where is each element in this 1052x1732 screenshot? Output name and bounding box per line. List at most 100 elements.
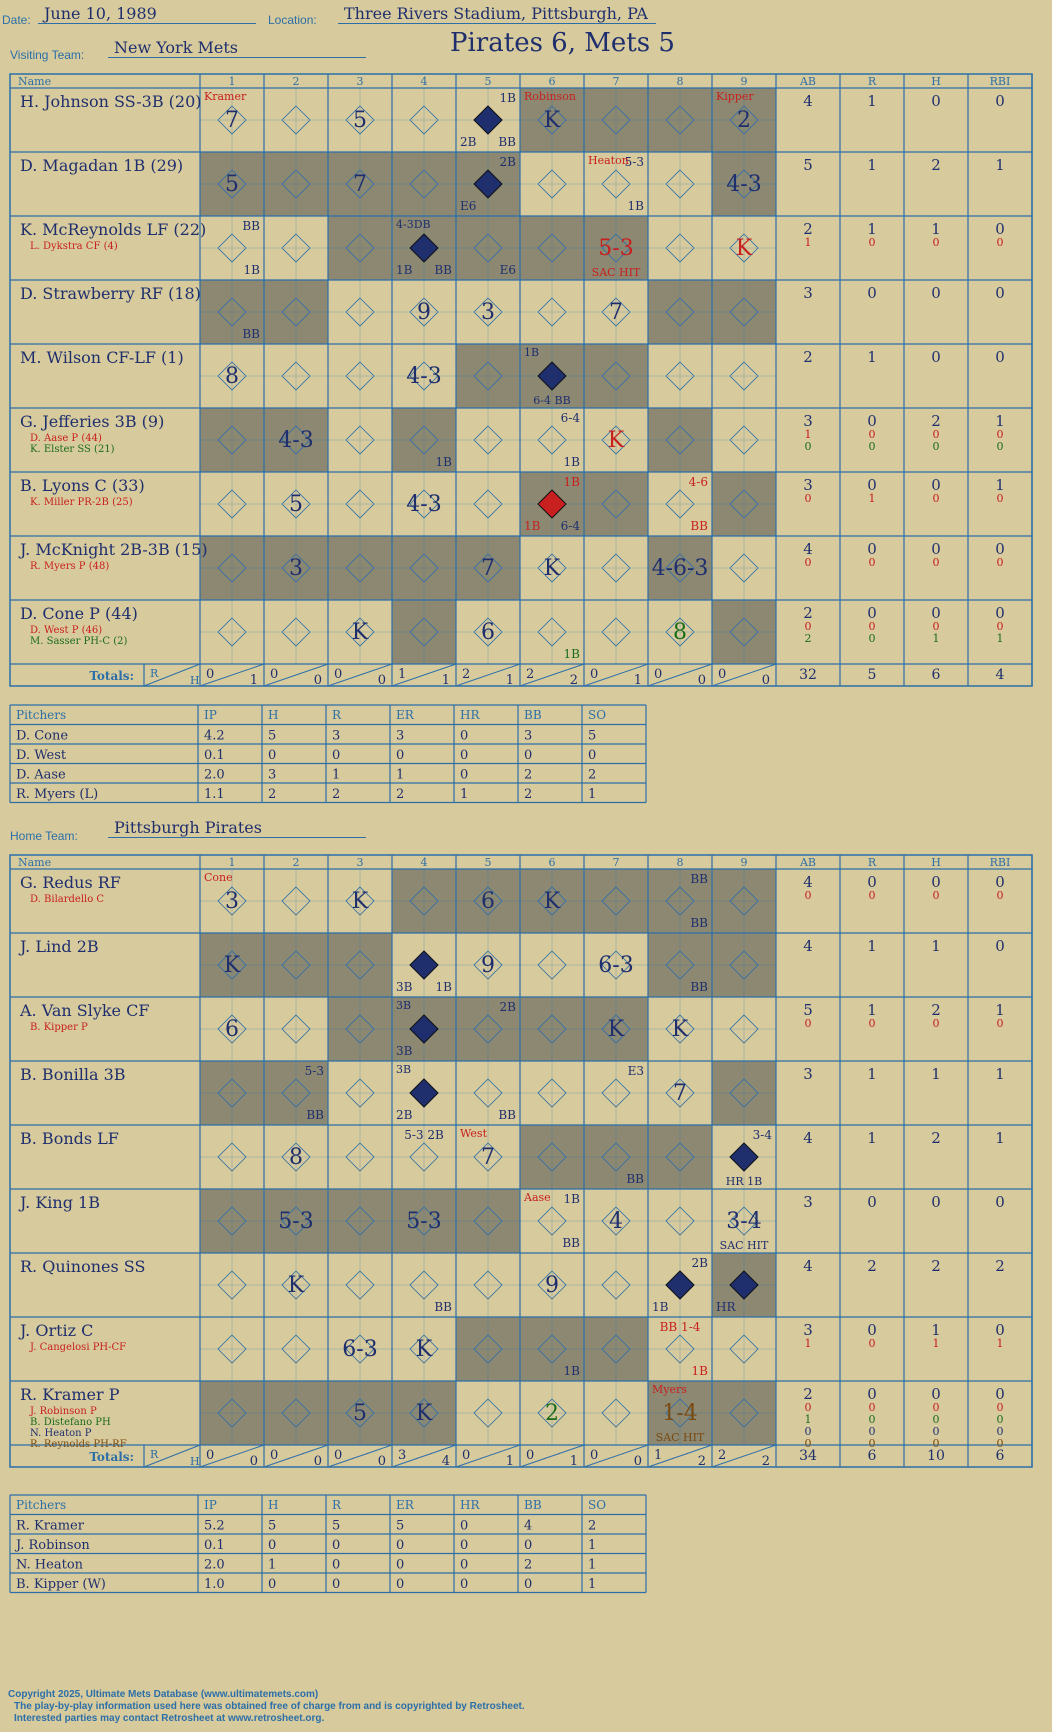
visitor-play-notation: K xyxy=(352,620,369,645)
home-play-notation: 3B xyxy=(396,1044,413,1058)
visitor-stat-total: 5 xyxy=(868,667,877,683)
visitor-play-notation: 7 xyxy=(609,300,623,325)
home-player-name: J. Lind 2B xyxy=(18,937,99,956)
home-totals-slash xyxy=(327,1444,393,1468)
home-pitching-cell: 5 xyxy=(268,1519,276,1534)
visitor-totals-slash xyxy=(327,663,393,687)
home-play-notation: BB xyxy=(434,1300,452,1314)
visitor-pitching-cell: 0 xyxy=(396,748,404,763)
visitor-player-stat: 0 xyxy=(995,348,1005,366)
visitor-pitching-header: BB xyxy=(524,708,542,722)
home-player-stat: 2 xyxy=(931,1129,941,1147)
home-inning-runs: 0 xyxy=(270,1448,278,1463)
home-player-name: R. Quinones SS xyxy=(20,1257,145,1276)
visitor-inning-runs: 0 xyxy=(718,667,726,682)
home-pitching-cell: 0 xyxy=(524,1538,532,1553)
visitor-player-stat: 0 xyxy=(997,428,1004,441)
visitor-player-stat: 0 xyxy=(869,428,876,441)
visiting-team-name: New York Mets xyxy=(108,38,366,58)
visitor-pitching-cell: 3 xyxy=(524,729,532,744)
home-player-stat: 1 xyxy=(931,937,941,955)
home-player-stat: 0 xyxy=(997,1437,1004,1450)
home-run-scored-diamond xyxy=(409,950,439,980)
home-player-stat: 0 xyxy=(869,1401,876,1414)
home-play-notation: BB xyxy=(562,1236,580,1250)
home-player-name: B. Bonds LF xyxy=(20,1129,119,1148)
home-player-stat: 0 xyxy=(805,1425,812,1438)
visitor-play-notation: 3 xyxy=(289,556,303,581)
visitor-player-stat: 2 xyxy=(805,632,812,645)
home-pitching-cell: 1 xyxy=(588,1577,596,1592)
visitor-play-notation: 9 xyxy=(417,300,431,325)
visitor-player-stat: 1 xyxy=(995,156,1005,174)
visitor-player-stat: 1 xyxy=(867,92,877,110)
visitor-player-stat: 3 xyxy=(803,476,813,494)
home-pitching-cell: 2 xyxy=(588,1519,596,1534)
home-play-notation: 9 xyxy=(545,1273,559,1298)
visitor-inning-runs: 1 xyxy=(398,667,406,682)
game-location: Three Rivers Stadium, Pittsburgh, PA xyxy=(338,4,656,24)
home-pitching-header: H xyxy=(268,1498,278,1512)
visitor-inning-runs: 2 xyxy=(526,667,534,682)
home-totals-label: Totals: xyxy=(89,1450,134,1464)
visitor-play-notation: 2B xyxy=(460,135,477,149)
home-pitching-cell: 5 xyxy=(332,1519,340,1534)
home-play-notation: 6-3 xyxy=(598,953,633,978)
home-pitching-cell: 0 xyxy=(332,1558,340,1573)
home-team-name: Pittsburgh Pirates xyxy=(108,818,366,838)
visitor-player-name: G. Jefferies 3B (9) xyxy=(20,412,164,431)
home-pitching-cell: 0 xyxy=(396,1558,404,1573)
home-play-notation: 1B xyxy=(564,1364,581,1378)
visitor-pitching-cell: R. Myers (L) xyxy=(16,787,98,802)
visitor-player-stat: 4 xyxy=(803,92,813,110)
home-pitching-cell: 0 xyxy=(460,1558,468,1573)
visitor-player-stat: 0 xyxy=(869,236,876,249)
home-player-stat: 1 xyxy=(995,1129,1005,1147)
visitor-inning-header: 7 xyxy=(613,75,620,88)
visitor-player-stat: 1 xyxy=(867,156,877,174)
home-player-stat: 1 xyxy=(867,937,877,955)
visitor-player-stat: 1 xyxy=(997,632,1004,645)
home-player-stat: 0 xyxy=(995,1385,1005,1403)
home-player-stat: 1 xyxy=(933,1337,940,1350)
visitor-play-notation: 1B xyxy=(436,455,453,469)
home-inning-hits: 2 xyxy=(698,1454,706,1469)
home-stat-total: 34 xyxy=(799,1448,817,1464)
home-totals-slash xyxy=(263,1444,329,1468)
visitor-pitching-cell: 3 xyxy=(396,729,404,744)
visitor-inning-header: 1 xyxy=(229,75,236,88)
visitor-player-name: K. McReynolds LF (22) xyxy=(20,220,206,239)
visitor-play-notation: 1B xyxy=(500,91,517,105)
visitor-substitute-name: R. Myers P (48) xyxy=(30,561,109,572)
home-player-stat: 0 xyxy=(869,1413,876,1426)
home-player-stat: 0 xyxy=(869,889,876,902)
home-inning-runs: 0 xyxy=(526,1448,534,1463)
home-pitching-cell: 0 xyxy=(460,1519,468,1534)
date-label: Date: xyxy=(2,13,31,27)
visitor-player-stat: 3 xyxy=(803,412,813,430)
home-totals-slash xyxy=(199,1444,265,1468)
home-player-stat: 1 xyxy=(931,1321,941,1339)
visitor-player-name: J. McKnight 2B-3B (15) xyxy=(18,540,208,559)
home-inning-hits: 0 xyxy=(378,1454,386,1469)
home-play-notation: 9 xyxy=(481,953,495,978)
home-player-name: J. Ortiz C xyxy=(18,1321,93,1340)
visitor-stat-total: 6 xyxy=(932,667,941,683)
home-player-stat: 0 xyxy=(997,889,1004,902)
visitor-pitching-header: R xyxy=(332,708,342,722)
visitor-play-notation: BB xyxy=(498,135,516,149)
visitor-run-scored-diamond xyxy=(537,489,567,519)
home-play-notation: 1B xyxy=(564,1192,581,1206)
visitor-pitching-cell: 1 xyxy=(588,787,596,802)
visitor-player-stat: 0 xyxy=(995,604,1005,622)
home-inning-runs: 2 xyxy=(718,1448,726,1463)
visitor-inning-header: 8 xyxy=(677,75,684,88)
home-player-stat: 1 xyxy=(995,1065,1005,1083)
home-play-notation: 3B xyxy=(396,999,411,1012)
home-inning-header: 1 xyxy=(229,856,236,869)
home-play-notation: 6 xyxy=(225,1017,239,1042)
visitor-player-stat: 0 xyxy=(869,632,876,645)
home-play-notation: BB xyxy=(626,1172,644,1186)
visitor-inning-hits: 1 xyxy=(442,673,450,688)
home-player-stat: 4 xyxy=(803,1129,813,1147)
